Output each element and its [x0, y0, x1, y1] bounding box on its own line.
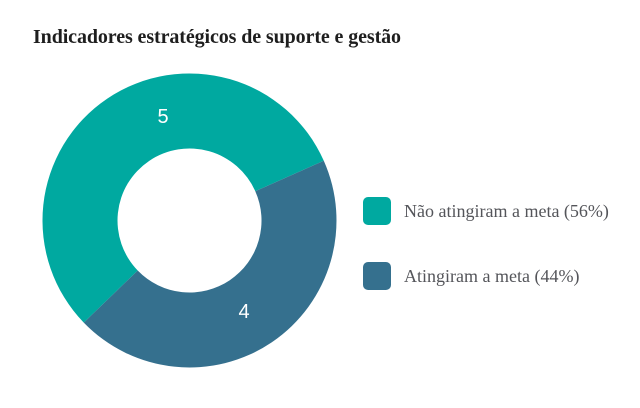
- legend-item-atingiram[interactable]: Atingiram a meta (44%): [363, 262, 609, 290]
- legend-color-swatch-icon: [363, 262, 391, 290]
- donut-slice-1-atingiram-a-meta[interactable]: [83, 160, 337, 368]
- chart-title: Indicadores estratégicos de suporte e ge…: [33, 26, 401, 48]
- legend-color-swatch-icon: [363, 197, 391, 225]
- legend: Não atingiram a meta (56%) Atingiram a m…: [363, 197, 609, 290]
- legend-item-label: Não atingiram a meta (56%): [404, 201, 609, 221]
- legend-item-nao-atingiram[interactable]: Não atingiram a meta (56%): [363, 197, 609, 225]
- legend-item-label: Atingiram a meta (44%): [404, 266, 580, 286]
- donut-slice-0-nao-atingiram-a-meta[interactable]: [42, 73, 324, 323]
